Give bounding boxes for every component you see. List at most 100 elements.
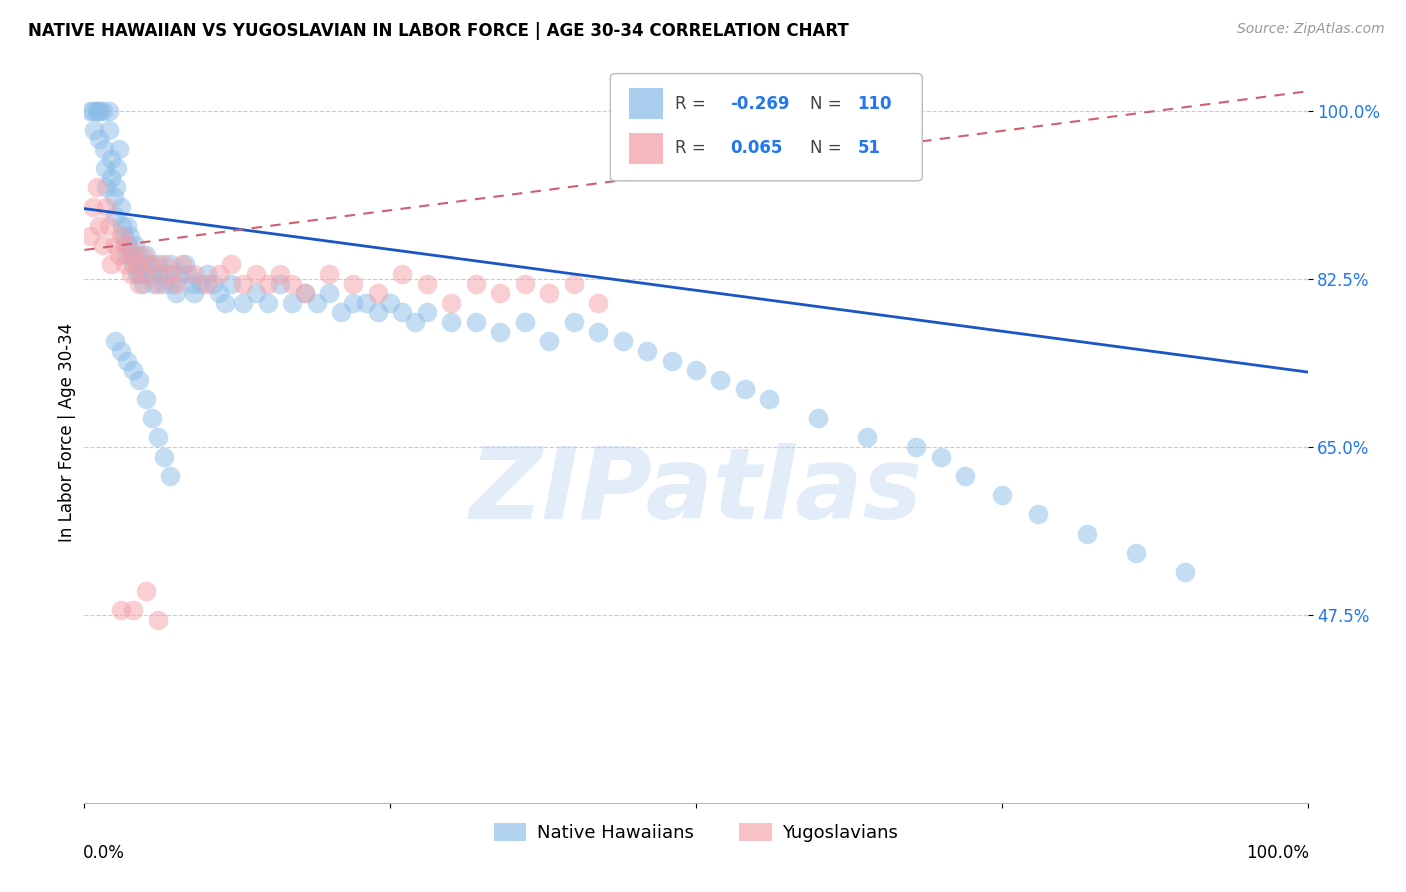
Native Hawaiians: [125, 257, 148, 271]
Native Hawaiians: [127, 248, 149, 262]
Native Hawaiians: [131, 267, 153, 281]
FancyBboxPatch shape: [628, 88, 664, 120]
Yugoslavians: [97, 219, 120, 233]
Text: N =: N =: [810, 139, 841, 157]
Native Hawaiians: [612, 334, 634, 349]
Yugoslavians: [146, 613, 169, 627]
Native Hawaiians: [169, 267, 191, 281]
Text: 0.065: 0.065: [730, 139, 783, 157]
Native Hawaiians: [156, 267, 179, 281]
Native Hawaiians: [105, 161, 128, 176]
Native Hawaiians: [153, 450, 176, 464]
Native Hawaiians: [586, 325, 609, 339]
Native Hawaiians: [380, 295, 402, 310]
Yugoslavians: [538, 286, 561, 301]
Yugoslavians: [122, 248, 145, 262]
Native Hawaiians: [100, 152, 122, 166]
Native Hawaiians: [117, 238, 139, 252]
Yugoslavians: [132, 248, 155, 262]
Native Hawaiians: [135, 248, 157, 262]
Native Hawaiians: [93, 142, 115, 156]
Native Hawaiians: [257, 295, 280, 310]
Native Hawaiians: [1076, 526, 1098, 541]
Native Hawaiians: [115, 353, 138, 368]
Native Hawaiians: [94, 161, 117, 176]
Native Hawaiians: [86, 103, 108, 118]
Native Hawaiians: [685, 363, 707, 377]
Yugoslavians: [416, 277, 439, 291]
Native Hawaiians: [122, 363, 145, 377]
Native Hawaiians: [232, 295, 254, 310]
Native Hawaiians: [125, 267, 148, 281]
Native Hawaiians: [391, 305, 413, 319]
Yugoslavians: [165, 277, 187, 291]
Yugoslavians: [79, 228, 101, 243]
Native Hawaiians: [281, 295, 304, 310]
Yugoslavians: [104, 238, 127, 252]
Yugoslavians: [128, 277, 150, 291]
Native Hawaiians: [107, 142, 129, 156]
Yugoslavians: [122, 603, 145, 617]
Native Hawaiians: [118, 228, 141, 243]
Yugoslavians: [318, 267, 340, 281]
Yugoslavians: [208, 267, 231, 281]
Yugoslavians: [91, 238, 114, 252]
Text: N =: N =: [810, 95, 841, 113]
Native Hawaiians: [905, 440, 928, 454]
Native Hawaiians: [87, 132, 110, 146]
Yugoslavians: [391, 267, 413, 281]
Native Hawaiians: [404, 315, 426, 329]
Yugoslavians: [281, 277, 304, 291]
Yugoslavians: [141, 257, 163, 271]
Native Hawaiians: [1125, 546, 1147, 560]
Yugoslavians: [159, 267, 181, 281]
Yugoslavians: [232, 277, 254, 291]
Native Hawaiians: [342, 295, 364, 310]
Yugoslavians: [125, 257, 148, 271]
Native Hawaiians: [105, 180, 128, 194]
Native Hawaiians: [104, 209, 127, 223]
Yugoslavians: [269, 267, 291, 281]
Yugoslavians: [87, 219, 110, 233]
Native Hawaiians: [177, 267, 200, 281]
Native Hawaiians: [440, 315, 463, 329]
Yugoslavians: [120, 267, 142, 281]
Native Hawaiians: [135, 392, 157, 406]
Native Hawaiians: [162, 277, 184, 291]
Native Hawaiians: [173, 257, 195, 271]
Native Hawaiians: [103, 190, 125, 204]
Native Hawaiians: [1174, 565, 1197, 579]
Yugoslavians: [294, 286, 316, 301]
Native Hawaiians: [513, 315, 536, 329]
Text: 0.0%: 0.0%: [83, 844, 125, 862]
Native Hawaiians: [124, 238, 146, 252]
Yugoslavians: [513, 277, 536, 291]
Native Hawaiians: [153, 277, 176, 291]
Yugoslavians: [586, 295, 609, 310]
Native Hawaiians: [146, 430, 169, 444]
Native Hawaiians: [115, 219, 138, 233]
Yugoslavians: [82, 200, 104, 214]
Native Hawaiians: [219, 277, 242, 291]
Native Hawaiians: [112, 228, 135, 243]
Native Hawaiians: [758, 392, 780, 406]
Native Hawaiians: [991, 488, 1014, 502]
Native Hawaiians: [141, 267, 163, 281]
Native Hawaiians: [636, 343, 658, 358]
Native Hawaiians: [136, 257, 159, 271]
Native Hawaiians: [129, 257, 152, 271]
Text: 110: 110: [858, 95, 891, 113]
Yugoslavians: [107, 248, 129, 262]
Yugoslavians: [100, 257, 122, 271]
Native Hawaiians: [115, 248, 138, 262]
Text: ZIPatlas: ZIPatlas: [470, 443, 922, 541]
Native Hawaiians: [367, 305, 389, 319]
Yugoslavians: [367, 286, 389, 301]
Native Hawaiians: [91, 103, 114, 118]
Native Hawaiians: [330, 305, 353, 319]
Native Hawaiians: [141, 411, 163, 425]
Native Hawaiians: [165, 286, 187, 301]
Yugoslavians: [257, 277, 280, 291]
Yugoslavians: [110, 228, 132, 243]
Native Hawaiians: [110, 200, 132, 214]
